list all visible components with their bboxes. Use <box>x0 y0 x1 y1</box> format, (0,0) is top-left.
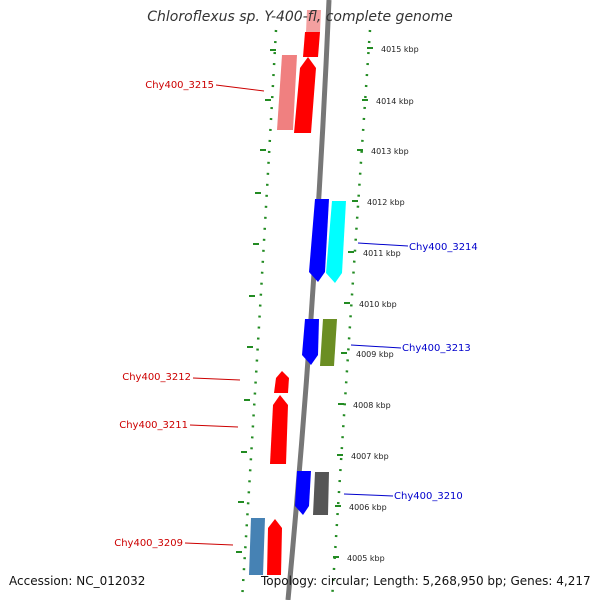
tick-label-4006: 4006 kbp <box>349 503 387 512</box>
tick-label-4015: 4015 kbp <box>381 45 419 54</box>
tick-label-4008: 4008 kbp <box>353 401 391 410</box>
cds-red-3215[interactable] <box>294 57 316 133</box>
cds-red-3209[interactable] <box>267 519 282 575</box>
cds-blue-3213[interactable] <box>302 319 319 365</box>
tick-label-4013: 4013 kbp <box>371 147 409 156</box>
gene-label-3209[interactable]: Chy400_3209 <box>114 538 183 549</box>
tick-label-4005: 4005 kbp <box>347 554 385 563</box>
leader-lines <box>184 84 409 546</box>
cds-blue-3214[interactable] <box>309 199 329 282</box>
gene-label-3214[interactable]: Chy400_3214 <box>409 242 478 253</box>
tick-label-4014: 4014 kbp <box>376 97 414 106</box>
cds-cyan-3214[interactable] <box>326 201 346 283</box>
accession-text: Accession: NC_012032 <box>9 574 146 588</box>
gene-features <box>249 10 346 575</box>
major-ticks <box>236 47 373 558</box>
cds-olive-3213[interactable] <box>320 319 337 366</box>
dotted-track-inner <box>240 29 278 600</box>
cds-red-3212[interactable] <box>274 371 289 393</box>
tick-label-4011: 4011 kbp <box>363 249 401 258</box>
gene-label-3210[interactable]: Chy400_3210 <box>394 491 463 502</box>
cds-steelblue-3209[interactable] <box>249 518 265 575</box>
tick-label-4009: 4009 kbp <box>356 350 394 359</box>
gene-label-3212[interactable]: Chy400_3212 <box>122 372 191 383</box>
cds-red-3211[interactable] <box>270 395 288 464</box>
cds-gray-3210[interactable] <box>313 472 329 515</box>
cds-red-top[interactable] <box>303 32 320 57</box>
cds-lightred-top[interactable] <box>306 10 321 32</box>
cds-blue-3210[interactable] <box>295 471 311 515</box>
topology-text: Topology: circular; Length: 5,268,950 bp… <box>261 574 591 588</box>
tick-label-4012: 4012 kbp <box>367 198 405 207</box>
gene-label-3211[interactable]: Chy400_3211 <box>119 420 188 431</box>
gene-label-3215[interactable]: Chy400_3215 <box>145 80 214 91</box>
map-title: Chloroflexus sp. Y-400-fl, complete geno… <box>147 9 453 25</box>
genome-backbone <box>285 0 332 600</box>
tick-label-4007: 4007 kbp <box>351 452 389 461</box>
cds-lightred-3215[interactable] <box>277 55 297 130</box>
dotted-track-outer <box>330 29 372 600</box>
gene-label-3213[interactable]: Chy400_3213 <box>402 343 471 354</box>
tick-label-4010: 4010 kbp <box>359 300 397 309</box>
